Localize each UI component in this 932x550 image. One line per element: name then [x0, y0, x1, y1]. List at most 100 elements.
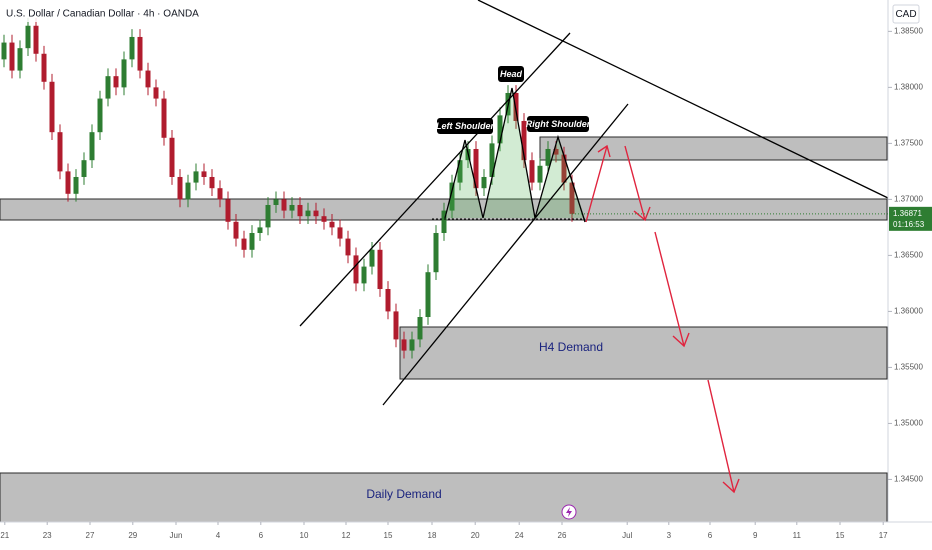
arrow-head — [722, 478, 740, 494]
y-tick-label: 1.37000 — [894, 194, 923, 203]
candle-body — [9, 42, 15, 71]
channel-upper — [299, 32, 571, 327]
last-price-label: 1.36871 — [893, 209, 922, 218]
x-tick-label: 17 — [879, 531, 888, 540]
x-tick-label: 6 — [259, 531, 264, 540]
pattern-fill — [483, 88, 535, 218]
y-tick-label: 1.37500 — [894, 138, 923, 147]
candle-body — [41, 53, 47, 82]
candle-body — [497, 115, 503, 144]
candle-body — [369, 249, 375, 267]
candle-body — [265, 204, 271, 228]
currency-box[interactable] — [892, 4, 920, 24]
candle-body — [425, 272, 431, 318]
currency-label: CAD — [895, 9, 916, 20]
candle-body — [105, 76, 111, 99]
arrow — [654, 231, 685, 347]
candle-body — [569, 182, 575, 214]
candle-body — [489, 143, 495, 177]
candle-body — [361, 266, 367, 284]
candle-body — [537, 165, 543, 183]
candle-body — [297, 204, 303, 217]
x-tick-label: 12 — [342, 531, 351, 540]
arrow — [707, 379, 735, 493]
head-label: Head — [500, 69, 523, 79]
candle-body — [409, 339, 415, 351]
x-tick-label: 23 — [43, 531, 52, 540]
y-tick-label: 1.38500 — [894, 26, 923, 35]
candle-body — [97, 98, 103, 133]
candle-body — [545, 148, 551, 166]
candle-body — [449, 182, 455, 211]
candle-body — [457, 160, 463, 183]
label-box — [437, 118, 493, 134]
x-tick-label: 26 — [558, 531, 567, 540]
candle-body — [481, 176, 487, 189]
candle-body — [393, 311, 399, 340]
candle-body — [145, 70, 151, 88]
candles — [1, 17, 575, 359]
candle-body — [25, 25, 31, 49]
candle-body — [385, 289, 391, 312]
candle-body — [521, 120, 527, 161]
x-tick-label: 9 — [753, 531, 758, 540]
candle-body — [313, 210, 319, 217]
h4-demand-zone — [399, 326, 888, 380]
label-box — [527, 116, 589, 132]
title-bg — [4, 6, 176, 22]
countdown-label: 01:16:53 — [893, 220, 925, 229]
y-tick-label: 1.35000 — [894, 419, 923, 428]
last-price-box — [889, 206, 932, 231]
candle-body — [553, 148, 559, 155]
x-tick-label: 24 — [515, 531, 524, 540]
arrow-head — [672, 332, 690, 348]
candle-body — [273, 199, 279, 205]
candle-body — [289, 204, 295, 211]
x-tick-label: 15 — [384, 531, 393, 540]
candle-body — [121, 59, 127, 88]
candle-body — [417, 317, 423, 340]
candle-body — [225, 199, 231, 222]
candle-body — [137, 36, 143, 71]
event-icon-bolt — [566, 507, 572, 517]
head-shoulders — [444, 87, 586, 223]
daily-demand-zone — [0, 472, 888, 523]
price-axis-bg — [888, 0, 932, 550]
candle-body — [129, 36, 135, 60]
candle-body — [257, 227, 263, 233]
candle-body — [401, 339, 407, 351]
candle-body — [529, 160, 535, 183]
channel-lower — [382, 103, 629, 406]
x-tick-label: 29 — [128, 531, 137, 540]
candle-body — [169, 137, 175, 177]
x-tick-label: 3 — [667, 531, 672, 540]
candle-body — [305, 210, 311, 217]
arrow-head — [597, 144, 611, 158]
candle-body — [217, 188, 223, 200]
candle-body — [65, 171, 71, 194]
x-tick-label: 4 — [216, 531, 221, 540]
candle-body — [241, 238, 247, 250]
daily-demand-label: Daily Demand — [366, 487, 441, 501]
x-tick-label: 20 — [471, 531, 480, 540]
h4-demand-label: H4 Demand — [539, 340, 603, 354]
pattern-fill — [535, 137, 585, 218]
candle-body — [193, 171, 199, 183]
y-tick-label: 1.35500 — [894, 363, 923, 372]
drawings: Left Shoulder Head Right Shoulder H4 Dem… — [299, 0, 889, 520]
time-axis-bg — [0, 522, 888, 550]
arrow-head — [633, 206, 651, 222]
axes: 1.38500 1.38000 1.37500 1.37000 1.36500 1.360… — [0, 26, 932, 540]
x-tick-label: 21 — [0, 531, 9, 540]
x-tick-label: 27 — [86, 531, 95, 540]
candle-body — [1, 42, 7, 60]
candle-body — [321, 216, 327, 222]
candle-body — [337, 227, 343, 239]
y-tick-label: 1.36500 — [894, 251, 923, 260]
candle-body — [17, 48, 23, 71]
x-tick-label: 10 — [300, 531, 309, 540]
candle-body — [153, 87, 159, 99]
zones — [0, 136, 888, 523]
x-tick-label: 18 — [428, 531, 437, 540]
